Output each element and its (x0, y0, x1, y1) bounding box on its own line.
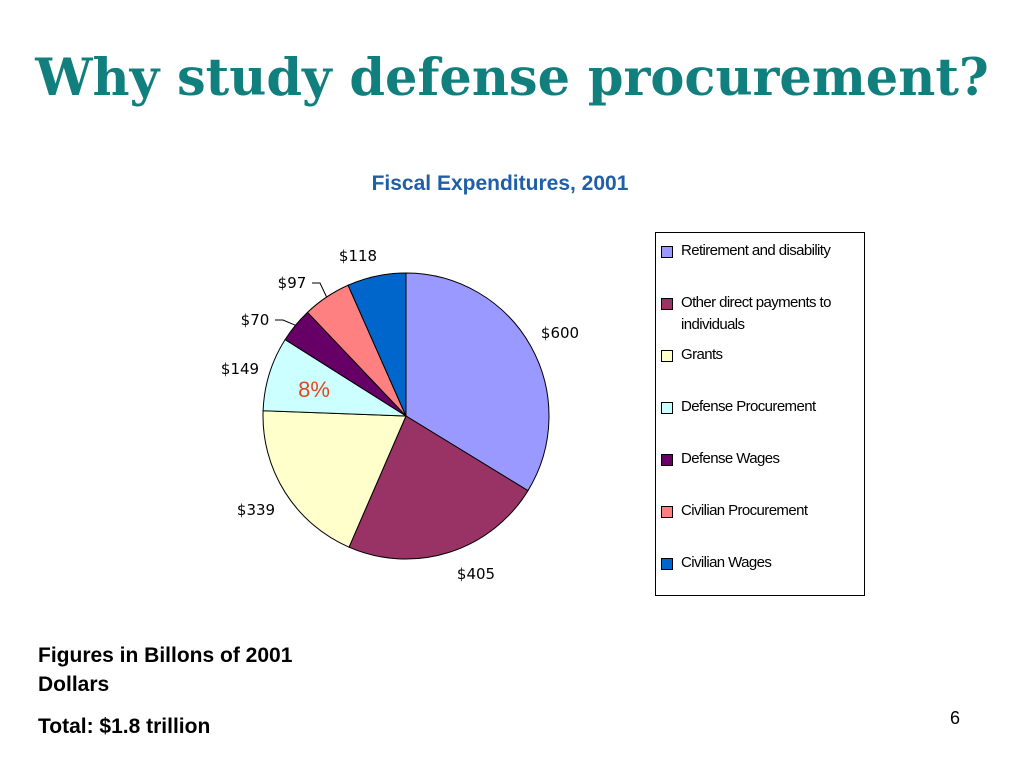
legend-swatch (661, 246, 673, 258)
total-note: Total: $1.8 trillion (38, 715, 211, 738)
legend-swatch (661, 558, 673, 570)
legend-label: Civilian Wages (681, 554, 772, 571)
pie-leader-line (312, 282, 328, 298)
pie-slice-civilian-wages (347, 272, 407, 417)
legend-item-retirement-and-disability: Retirement and disability (661, 240, 861, 262)
legend-label: Other direct payments to individuals (681, 294, 831, 333)
pie-data-labels: $600 $405 $339 $149 $70 $97 $118 8% (221, 247, 579, 583)
units-note: Figures in Billons of 2001 Dollars (38, 644, 293, 696)
pie-data-label: $339 (237, 501, 275, 519)
legend-item-civilian-wages: Civilian Wages (661, 552, 861, 574)
legend-swatch (661, 298, 673, 310)
pie-data-label: $97 (278, 274, 307, 292)
pie-slice-retirement-and-disability (405, 272, 550, 492)
page-number: 6 (950, 708, 961, 728)
pie-data-label: $600 (541, 324, 579, 342)
legend-label: Civilian Procurement (681, 502, 808, 519)
pie-slices (262, 272, 550, 560)
pie-data-label: $405 (457, 565, 495, 583)
legend-label: Retirement and disability (681, 242, 831, 259)
legend-item-defense-procurement: Defense Procurement (661, 396, 861, 418)
pie-slice-grants (262, 410, 407, 548)
legend-label: Defense Procurement (681, 398, 816, 415)
pie-slice-other-direct-payments-to-individuals (348, 415, 529, 560)
legend-item-defense-wages: Defense Wages (661, 448, 861, 470)
legend-item-civilian-procurement: Civilian Procurement (661, 500, 861, 522)
pie-data-label: $70 (241, 311, 270, 329)
legend-item-grants: Grants (661, 344, 861, 366)
legend-swatch (661, 454, 673, 466)
legend-item-other-direct-payments-to-individuals: Other direct payments to individuals (661, 292, 861, 336)
legend-label: Defense Wages (681, 450, 780, 467)
legend-label: Grants (681, 346, 723, 363)
pie-data-label: $118 (339, 247, 377, 265)
legend-swatch (661, 506, 673, 518)
slide-title: Why study defense procurement? (35, 48, 989, 108)
legend-swatch (661, 402, 673, 414)
chart-title: Fiscal Expenditures, 2001 (371, 172, 629, 195)
chart-legend: Retirement and disability Other direct pa… (655, 232, 865, 596)
defense-procurement-percent-callout: 8% (298, 377, 330, 402)
legend-swatch (661, 350, 673, 362)
pie-data-label: $149 (221, 360, 259, 378)
pie-leader-line (275, 319, 296, 326)
